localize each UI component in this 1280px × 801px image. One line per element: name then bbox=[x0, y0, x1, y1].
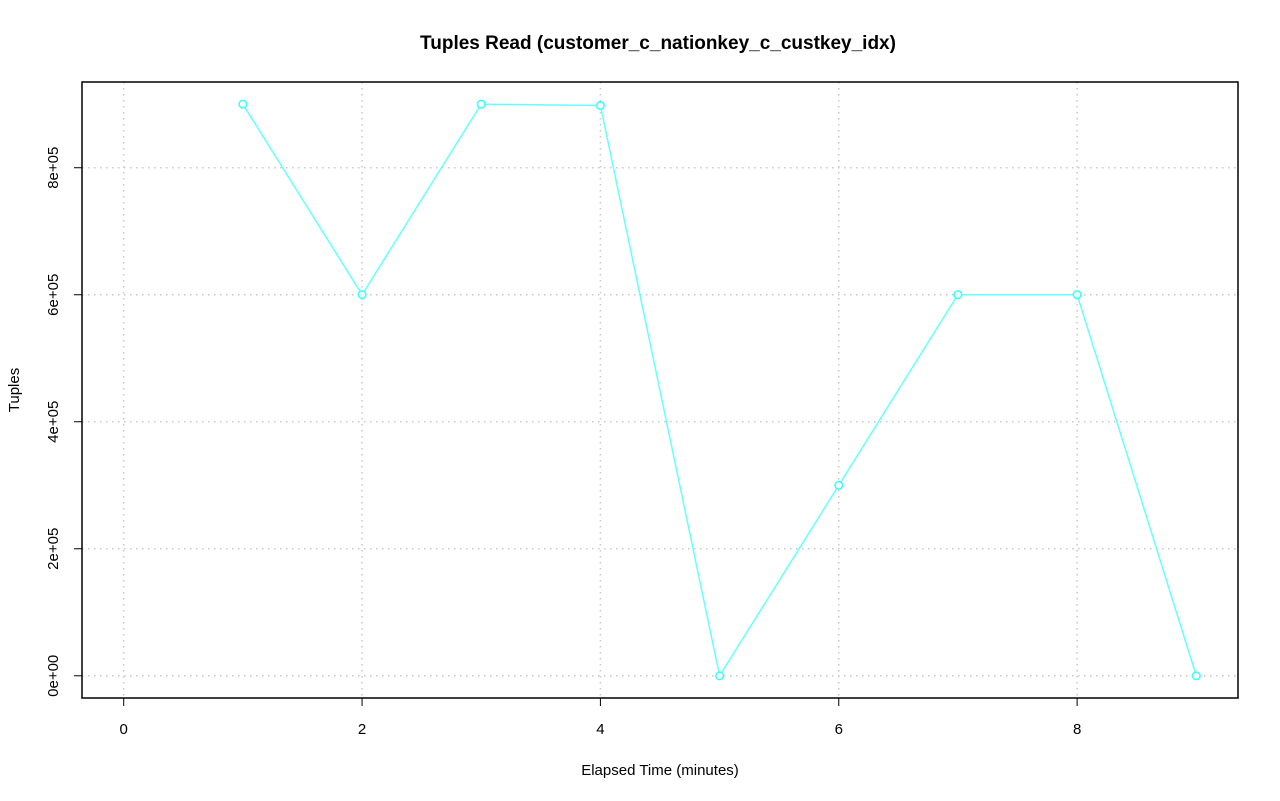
x-tick-label: 6 bbox=[835, 721, 843, 738]
data-point bbox=[1072, 290, 1082, 300]
data-point bbox=[476, 99, 486, 109]
data-point bbox=[953, 290, 963, 300]
data-point bbox=[595, 100, 605, 111]
y-axis-label: Tuples bbox=[6, 368, 23, 412]
series-line bbox=[242, 103, 1198, 678]
y-tick-label: 6e+05 bbox=[45, 274, 62, 316]
x-axis: 0 2 4 6 8 bbox=[120, 698, 1081, 738]
y-tick-label: 0e+00 bbox=[45, 655, 62, 697]
y-axis: 0e+00 2e+05 4e+05 6e+05 8e+05 bbox=[45, 147, 82, 697]
data-point bbox=[834, 480, 844, 490]
x-tick-label: 8 bbox=[1073, 721, 1081, 738]
x-tick-label: 4 bbox=[596, 721, 604, 738]
x-tick-label: 0 bbox=[120, 721, 128, 738]
data-point bbox=[357, 290, 367, 300]
data-point bbox=[1191, 671, 1201, 681]
y-tick-label: 8e+05 bbox=[45, 147, 62, 189]
data-point bbox=[238, 99, 248, 109]
series-layer bbox=[238, 99, 1201, 681]
x-axis-label: Elapsed Time (minutes) bbox=[581, 762, 739, 779]
grid bbox=[82, 82, 1238, 698]
y-tick-label: 2e+05 bbox=[45, 528, 62, 570]
chart-title: Tuples Read (customer_c_nationkey_c_cust… bbox=[420, 33, 896, 54]
y-tick-label: 4e+05 bbox=[45, 401, 62, 443]
x-tick-label: 2 bbox=[358, 721, 366, 738]
data-point bbox=[715, 671, 725, 681]
plot-frame bbox=[81, 81, 1239, 699]
